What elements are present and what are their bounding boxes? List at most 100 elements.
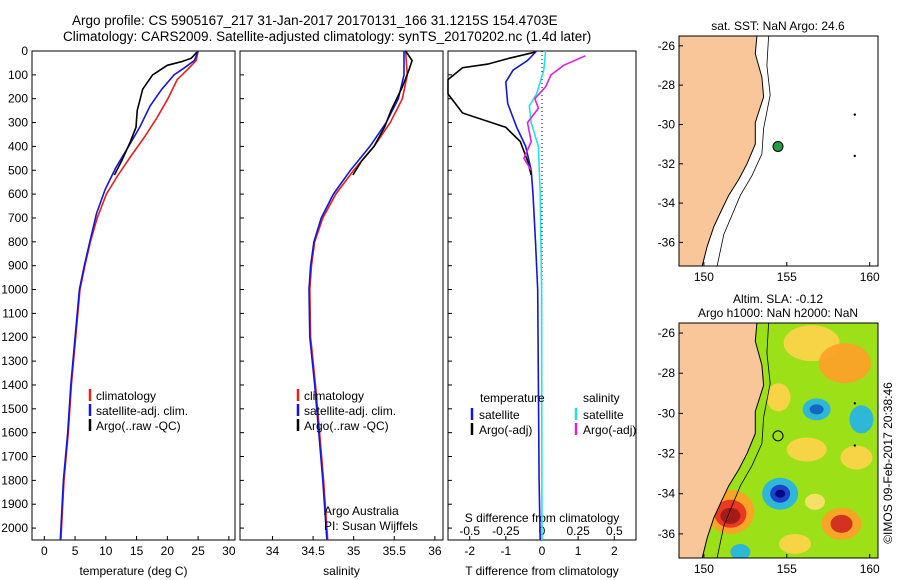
argo-float-marker — [772, 430, 784, 442]
legend-label: satellite — [583, 408, 624, 422]
y-tick-label: 300 — [8, 116, 28, 130]
x-tick-label: 34.5 — [301, 544, 325, 558]
series-line-4 — [523, 55, 586, 171]
profile-panel-2: 34 34.5 35 35.5 36 salinity climatologysatelli… — [239, 50, 444, 578]
sla-blob — [730, 543, 751, 558]
y-tick-label: -34 — [658, 487, 676, 501]
x-tick-label: 150 — [694, 562, 714, 576]
y-tick-label: 1600 — [1, 426, 28, 440]
land-australia — [679, 36, 765, 266]
x-axis-label: T difference from climatology — [465, 564, 619, 578]
sla-blob — [809, 404, 824, 415]
timestamp-stamp: ©IMOS 09-Feb-2017 20:38:46 — [881, 382, 895, 544]
series-line-2 — [447, 51, 535, 176]
figure-title-line2: Climatology: CARS2009. Satellite-adjuste… — [63, 29, 592, 44]
y-tick-label: -30 — [658, 406, 676, 420]
legend-label: satellite — [479, 408, 520, 422]
sla-blob — [840, 445, 873, 470]
y-tick-label: 100 — [8, 68, 28, 82]
y-tick-label: -28 — [658, 78, 676, 92]
map-title-sst: sat. SST: NaN Argo: 24.6 — [711, 19, 845, 33]
sla-blob — [804, 493, 825, 510]
y-tick-label: 500 — [8, 163, 28, 177]
x-tick-label: 155 — [777, 270, 797, 284]
y-tick-label: -34 — [658, 196, 676, 210]
legend-label: satellite-adj. clim. — [304, 404, 396, 418]
series-line-1 — [504, 50, 541, 541]
island-dot — [853, 402, 856, 405]
map-body — [679, 36, 856, 266]
map-sla: 150 155 160 -26 -28 -30 -32 -34 -36 — [658, 322, 880, 576]
y-tick-label: 0 — [21, 44, 28, 58]
legend-title: temperature — [480, 391, 545, 405]
x-tick-label: 5 — [72, 544, 79, 558]
y-tick-label: 800 — [8, 235, 28, 249]
series-line-3 — [528, 50, 547, 541]
legend-label: Argo(..raw -QC) — [96, 419, 181, 433]
y-tick-label: 1800 — [1, 473, 28, 487]
x-tick-label: -1 — [501, 544, 512, 558]
y-tick-label: 1400 — [1, 378, 28, 392]
x-tick-label: 150 — [694, 270, 714, 284]
y-tick-label: -30 — [658, 117, 676, 131]
sla-blob — [786, 437, 827, 462]
legend-label: Argo(-adj) — [479, 423, 532, 437]
argo-float-marker — [772, 140, 784, 152]
sla-blob — [830, 514, 853, 533]
figure-title-line1: Argo profile: CS 5905167_217 31-Jan-2017… — [72, 13, 558, 28]
x-tick-label: 25 — [191, 544, 205, 558]
x-tick-label: 30 — [222, 544, 236, 558]
x-tick-label: -2 — [464, 544, 475, 558]
y-tick-label: 1200 — [1, 330, 28, 344]
sla-blob — [775, 489, 786, 498]
map-frame — [678, 35, 879, 267]
sla-blob — [849, 405, 874, 434]
x-tick-label: 0 — [41, 544, 48, 558]
x-tick-label: 20 — [161, 544, 175, 558]
y-tick-label: -26 — [658, 326, 676, 340]
series-line-1 — [308, 50, 409, 541]
sla-blob — [779, 533, 812, 554]
x-tick-label-salinity: 0.5 — [606, 524, 623, 538]
x-tick-label: 10 — [99, 544, 113, 558]
map-title-sla: Altim. SLA: -0.12 — [733, 292, 823, 306]
x-tick-label: 34 — [266, 544, 280, 558]
legend-label: satellite-adj. clim. — [96, 404, 188, 418]
legend-label: climatology — [96, 389, 156, 403]
x-tick-label-salinity: -0.25 — [492, 524, 520, 538]
y-tick-label: 600 — [8, 187, 28, 201]
y-tick-label: -32 — [658, 157, 676, 171]
y-tick-label: 1500 — [1, 402, 28, 416]
series-line-2 — [308, 51, 405, 541]
series-line-2 — [59, 50, 199, 541]
x-tick-label: 0 — [539, 544, 546, 558]
x-tick-label: 1 — [575, 544, 582, 558]
land-australia — [679, 323, 765, 558]
island-dot — [853, 444, 856, 447]
island-dot — [853, 113, 856, 116]
x-tick-label: 35 — [347, 544, 361, 558]
island-dot — [853, 154, 856, 158]
map-frame — [678, 322, 879, 559]
map-sst: 150 155 160 -26 -28 -30 -32 -34 -36 — [658, 35, 880, 284]
x-tick-label: 160 — [860, 562, 880, 576]
panel-frame — [239, 50, 444, 541]
legend-label: Argo(..raw -QC) — [304, 419, 389, 433]
x-tick-label: 160 — [860, 270, 880, 284]
isobath-line — [716, 36, 771, 266]
map-body — [679, 323, 878, 558]
y-tick-label: 900 — [8, 259, 28, 273]
x-tick-label: 15 — [130, 544, 144, 558]
y-tick-label: -32 — [658, 447, 676, 461]
annotation-line: PI: Susan Wijffels — [324, 519, 418, 533]
series-line-3 — [352, 50, 413, 176]
y-tick-label: -36 — [658, 527, 676, 541]
y-tick-label: 1700 — [1, 450, 28, 464]
x-tick-label: 155 — [777, 562, 797, 576]
x-tick-label: 2 — [611, 544, 618, 558]
y-tick-label: -26 — [658, 39, 676, 53]
sla-blob — [720, 507, 741, 524]
y-tick-label: -28 — [658, 366, 676, 380]
